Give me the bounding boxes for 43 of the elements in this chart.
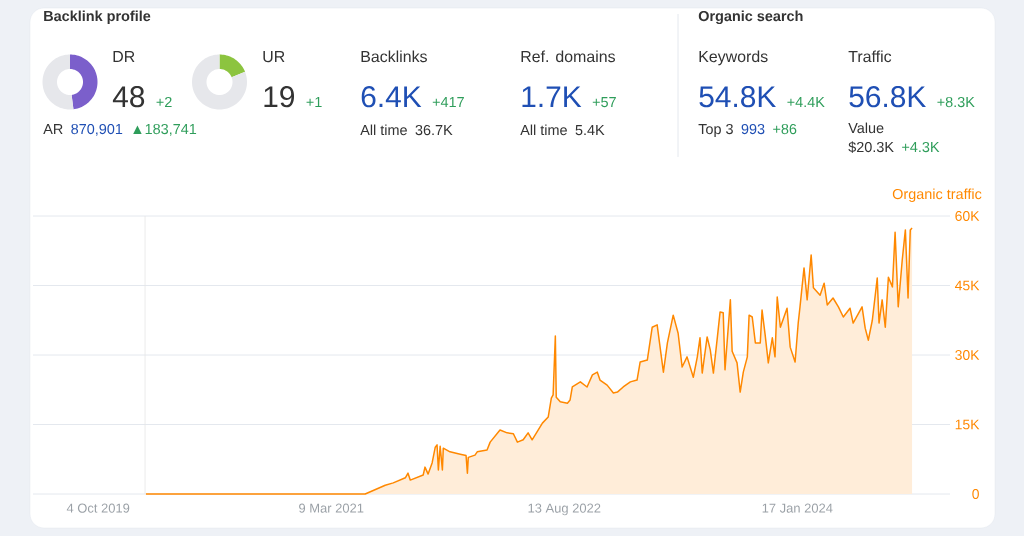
text: +57	[592, 97, 616, 108]
y-tick-label: 15K	[955, 419, 980, 430]
text: 36.7K	[415, 124, 453, 136]
y-tick-label: 30K	[955, 350, 980, 360]
text: 56.8K	[849, 86, 926, 108]
text: 48	[112, 86, 145, 108]
text: +1	[306, 97, 322, 107]
text: +86	[773, 123, 797, 135]
text: Value	[848, 122, 884, 134]
text: 19	[264, 86, 295, 108]
y-tick-label: 60K	[955, 211, 980, 221]
chart-title: DR	[113, 51, 135, 63]
x-tick-label: 4 Oct 2019	[66, 503, 130, 513]
text: ▲183,741	[133, 123, 197, 136]
text: 993	[741, 123, 765, 135]
text: +417	[432, 97, 464, 107]
y-tick-label: 0	[972, 489, 979, 499]
text: 5.4K	[575, 125, 605, 136]
text: 54.8K	[699, 86, 776, 108]
text: 1.7K	[522, 86, 582, 107]
text: 870,901	[71, 123, 123, 136]
text: +4.4K	[787, 97, 825, 107]
text: Top 3	[698, 123, 733, 137]
text: Backlink profile	[44, 10, 151, 25]
chart-title: UR	[263, 51, 285, 63]
text: AR	[43, 124, 63, 134]
text: $20.3K	[848, 141, 894, 153]
text: All time	[360, 124, 407, 136]
x-tick-label: 9 Mar 2021	[299, 503, 364, 513]
y-tick-label: 45K	[954, 280, 980, 291]
text: +4.3K	[902, 141, 940, 153]
x-tick-label: 13 Aug 2022	[528, 503, 601, 516]
y-axis-title: Organic traffic	[892, 188, 982, 202]
text: +8.3K	[937, 96, 975, 108]
text: Ref. domains	[521, 50, 615, 63]
text: +2	[156, 96, 172, 107]
text: All time	[520, 124, 567, 136]
text: Keywords	[699, 50, 768, 66]
text: Backlinks	[361, 50, 427, 63]
text: Traffic	[848, 50, 892, 63]
text: 6.4K	[361, 86, 422, 108]
text: Organic search	[698, 10, 803, 25]
x-tick-label: 17 Jan 2024	[762, 503, 833, 513]
